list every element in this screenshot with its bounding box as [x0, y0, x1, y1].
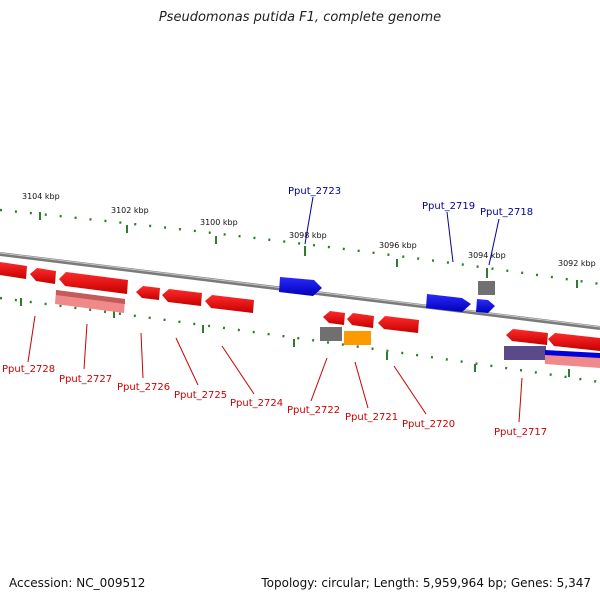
inner-major-ticks	[20, 298, 570, 377]
gene-block[interactable]	[378, 316, 419, 333]
gene-block[interactable]	[344, 331, 371, 345]
gene-block[interactable]	[548, 333, 600, 351]
scale-label: 3104 kbp	[22, 192, 60, 201]
gene-label-Pput_2718: Pput_2718	[480, 207, 533, 218]
forward-leaders	[304, 196, 500, 266]
outer-major-ticks	[39, 212, 578, 288]
gene-label-Pput_2726: Pput_2726	[117, 382, 170, 393]
reverse-genes-lower	[55, 281, 600, 368]
gene-block[interactable]	[136, 286, 160, 300]
genome-summary-text: Topology: circular; Length: 5,959,964 bp…	[261, 576, 591, 590]
gene-block[interactable]	[506, 329, 548, 345]
gene-label-Pput_2728: Pput_2728	[2, 364, 55, 375]
gene-label-Pput_2717: Pput_2717	[494, 427, 547, 438]
forward-labels: Pput_2723 Pput_2719 Pput_2718	[288, 186, 533, 218]
forward-genes	[279, 277, 495, 313]
gene-block[interactable]	[162, 289, 202, 306]
gene-label-Pput_2724: Pput_2724	[230, 398, 283, 409]
scale-label: 3092 kbp	[558, 259, 596, 268]
gene-label-Pput_2722: Pput_2722	[287, 405, 340, 416]
reverse-leaders	[27, 315, 523, 423]
gene-label-Pput_2725: Pput_2725	[174, 390, 227, 401]
gene-Pput_2723[interactable]	[279, 277, 322, 296]
outer-tick-ring	[0, 208, 600, 286]
gene-block[interactable]	[478, 281, 495, 295]
gene-label-Pput_2721: Pput_2721	[345, 412, 398, 423]
gene-Pput_2718[interactable]	[476, 299, 495, 313]
accession-text: Accession: NC_009512	[9, 576, 146, 590]
scale-label: 3100 kbp	[200, 218, 238, 227]
inner-tick-ring	[0, 296, 600, 384]
gene-block[interactable]	[323, 311, 345, 325]
gene-block[interactable]	[504, 346, 546, 360]
gene-label-Pput_2727: Pput_2727	[59, 374, 112, 385]
gene-block[interactable]	[59, 272, 128, 294]
gene-label-Pput_2720: Pput_2720	[402, 419, 455, 430]
gene-label-Pput_2719: Pput_2719	[422, 201, 475, 212]
map-title: Pseudomonas putida F1, complete genome	[158, 10, 442, 25]
reverse-labels: Pput_2728 Pput_2727 Pput_2726 Pput_2725 …	[2, 364, 547, 438]
scale-label: 3096 kbp	[379, 241, 417, 250]
reverse-genes-upper	[0, 262, 600, 351]
gene-label-Pput_2723: Pput_2723	[288, 186, 341, 197]
gene-block[interactable]	[320, 327, 342, 341]
gene-block[interactable]	[30, 268, 56, 284]
gene-block[interactable]	[205, 295, 254, 313]
scale-label: 3098 kbp	[289, 231, 327, 240]
scale-label: 3094 kbp	[468, 251, 506, 260]
gene-block[interactable]	[347, 313, 374, 328]
scale-label: 3102 kbp	[111, 206, 149, 215]
scale-labels: 3104 kbp 3102 kbp 3100 kbp 3098 kbp 3096…	[22, 192, 596, 268]
gene-Pput_2719[interactable]	[426, 294, 471, 312]
gene-block[interactable]	[0, 262, 27, 279]
